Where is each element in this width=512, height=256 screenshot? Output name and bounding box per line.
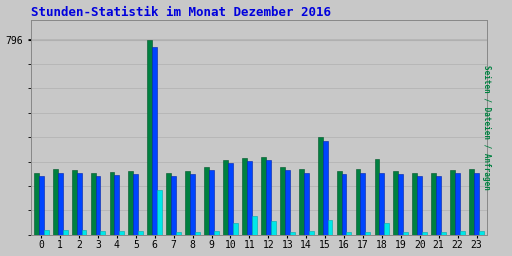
Bar xyxy=(318,137,323,235)
Bar xyxy=(138,231,143,235)
Bar xyxy=(479,231,484,235)
Bar xyxy=(77,173,81,235)
Bar xyxy=(460,231,465,235)
Bar xyxy=(342,174,347,235)
Bar xyxy=(299,169,304,235)
Bar xyxy=(39,176,44,235)
Bar xyxy=(455,173,460,235)
Bar xyxy=(431,173,436,235)
Bar xyxy=(233,223,238,235)
Bar xyxy=(147,40,152,235)
Bar xyxy=(185,171,190,235)
Bar xyxy=(280,167,285,235)
Bar xyxy=(304,173,309,235)
Bar xyxy=(422,232,427,235)
Bar xyxy=(355,169,360,235)
Bar xyxy=(398,174,403,235)
Bar xyxy=(223,159,228,235)
Bar xyxy=(261,157,266,235)
Bar xyxy=(110,172,115,235)
Bar xyxy=(96,176,100,235)
Bar xyxy=(58,173,62,235)
Bar xyxy=(374,159,379,235)
Bar xyxy=(44,230,49,235)
Bar xyxy=(360,173,366,235)
Bar xyxy=(436,176,441,235)
Bar xyxy=(209,170,214,235)
Bar xyxy=(166,173,171,235)
Bar xyxy=(190,174,195,235)
Bar xyxy=(176,232,181,235)
Bar xyxy=(214,231,219,235)
Bar xyxy=(152,47,157,235)
Bar xyxy=(100,231,105,235)
Y-axis label: Seiten / Dateien / Anfragen: Seiten / Dateien / Anfragen xyxy=(482,65,491,190)
Bar xyxy=(204,167,209,235)
Bar xyxy=(417,176,422,235)
Bar xyxy=(228,163,233,235)
Bar xyxy=(379,173,385,235)
Bar xyxy=(328,220,332,235)
Bar xyxy=(115,175,119,235)
Bar xyxy=(157,190,162,235)
Bar xyxy=(34,173,39,235)
Bar xyxy=(134,174,138,235)
Bar xyxy=(337,171,342,235)
Bar xyxy=(323,141,328,235)
Bar xyxy=(91,173,96,235)
Bar xyxy=(271,221,276,235)
Bar xyxy=(119,231,124,235)
Bar xyxy=(129,171,134,235)
Text: Stunden-Statistik im Monat Dezember 2016: Stunden-Statistik im Monat Dezember 2016 xyxy=(31,6,331,18)
Bar xyxy=(474,173,479,235)
Bar xyxy=(247,161,252,235)
Bar xyxy=(242,158,247,235)
Bar xyxy=(469,169,474,235)
Bar xyxy=(450,170,455,235)
Bar xyxy=(266,159,271,235)
Bar xyxy=(195,232,200,235)
Bar xyxy=(81,230,87,235)
Bar xyxy=(366,232,370,235)
Bar xyxy=(252,216,257,235)
Bar xyxy=(385,223,389,235)
Bar xyxy=(441,232,446,235)
Bar xyxy=(403,232,408,235)
Bar xyxy=(62,230,68,235)
Bar xyxy=(171,176,176,235)
Bar xyxy=(285,170,290,235)
Bar xyxy=(347,232,351,235)
Bar xyxy=(412,173,417,235)
Bar xyxy=(393,171,398,235)
Bar xyxy=(309,231,313,235)
Bar xyxy=(72,170,77,235)
Bar xyxy=(53,169,58,235)
Bar xyxy=(290,232,294,235)
